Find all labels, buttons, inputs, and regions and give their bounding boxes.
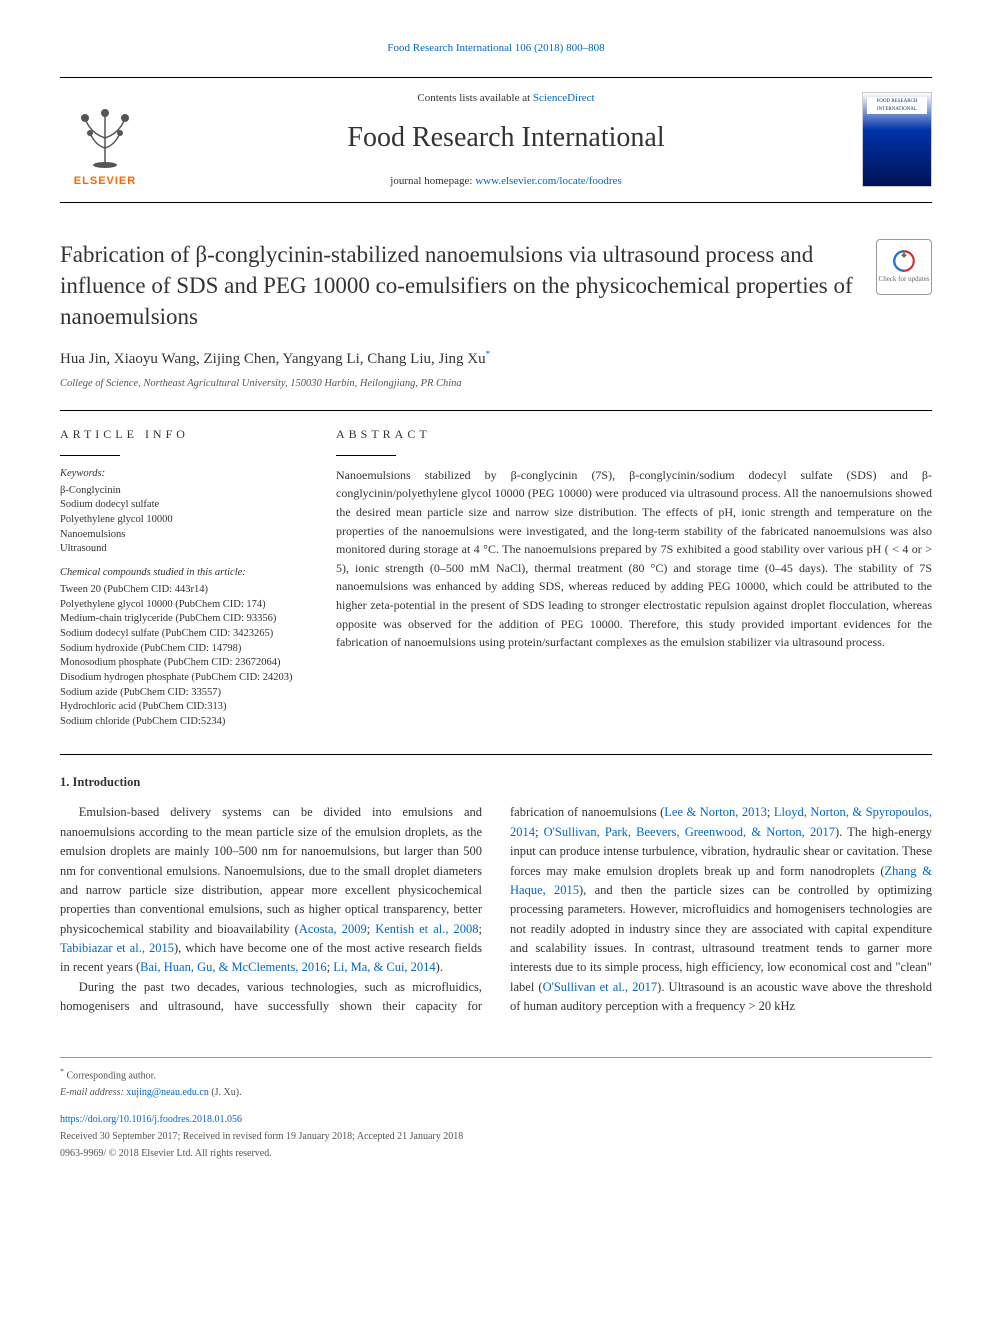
article-title: Fabrication of β-conglycinin-stabilized … [60, 239, 856, 332]
homepage-link[interactable]: www.elsevier.com/locate/foodres [475, 175, 622, 187]
doi-line: https://doi.org/10.1016/j.foodres.2018.0… [60, 1112, 932, 1127]
updates-icon [891, 248, 917, 274]
homepage-line: journal homepage: www.elsevier.com/locat… [170, 173, 842, 190]
corresp-star: * [60, 1067, 64, 1076]
email-link[interactable]: xujing@neau.edu.cn [126, 1087, 209, 1098]
updates-text: Check for updates [879, 274, 930, 285]
affiliation: College of Science, Northeast Agricultur… [60, 376, 932, 392]
divider [60, 410, 932, 411]
compound-item: Sodium chloride (PubChem CID:5234) [60, 715, 300, 730]
compound-item: Monosodium phosphate (PubChem CID: 23672… [60, 656, 300, 671]
page-header-citation: Food Research International 106 (2018) 8… [60, 40, 932, 57]
info-rule [60, 455, 120, 456]
cover-label: FOOD RESEARCH INTERNATIONAL [867, 97, 927, 114]
intro-heading: 1. Introduction [60, 773, 932, 792]
citation-link[interactable]: Li, Ma, & Cui, 2014 [333, 960, 435, 974]
citation-link[interactable]: Bai, Huan, Gu, & McClements, 2016 [140, 960, 326, 974]
footer: * Corresponding author. E-mail address: … [60, 1057, 932, 1161]
info-abstract-row: ARTICLE INFO Keywords: β-ConglycininSodi… [60, 425, 932, 730]
compound-item: Tween 20 (PubChem CID: 443r14) [60, 583, 300, 598]
keyword-item: Ultrasound [60, 542, 300, 557]
keywords-label: Keywords: [60, 466, 300, 482]
elsevier-logo: ELSEVIER [60, 90, 150, 190]
compounds-list: Tween 20 (PubChem CID: 443r14)Polyethyle… [60, 583, 300, 730]
authors: Hua Jin, Xiaoyu Wang, Zijing Chen, Yangy… [60, 348, 932, 371]
chemical-compounds-label: Chemical compounds studied in this artic… [60, 565, 300, 581]
masthead-center: Contents lists available at ScienceDirec… [170, 90, 842, 189]
abstract-heading: ABSTRACT [336, 425, 932, 443]
contents-prefix: Contents lists available at [417, 92, 532, 104]
abstract-text: Nanoemulsions stabilized by β-conglycini… [336, 466, 932, 652]
sciencedirect-link[interactable]: ScienceDirect [533, 92, 595, 104]
citation-link[interactable]: Lee & Norton, 2013 [664, 805, 767, 819]
doi-link[interactable]: https://doi.org/10.1016/j.foodres.2018.0… [60, 1114, 242, 1125]
copyright-line: 0963-9969/ © 2018 Elsevier Ltd. All righ… [60, 1146, 932, 1161]
abstract-column: ABSTRACT Nanoemulsions stabilized by β-c… [336, 425, 932, 730]
compound-item: Sodium azide (PubChem CID: 33557) [60, 686, 300, 701]
citation-link[interactable]: O'Sullivan et al., 2017 [543, 980, 658, 994]
received-line: Received 30 September 2017; Received in … [60, 1129, 932, 1144]
author-list: Hua Jin, Xiaoyu Wang, Zijing Chen, Yangy… [60, 351, 486, 367]
citation-link[interactable]: O'Sullivan, Park, Beevers, Greenwood, & … [544, 825, 835, 839]
divider-2 [60, 754, 932, 755]
keyword-item: Sodium dodecyl sulfate [60, 498, 300, 513]
contents-line: Contents lists available at ScienceDirec… [170, 90, 842, 107]
compound-item: Polyethylene glycol 10000 (PubChem CID: … [60, 598, 300, 613]
compound-item: Disodium hydrogen phosphate (PubChem CID… [60, 671, 300, 686]
masthead: ELSEVIER Contents lists available at Sci… [60, 77, 932, 203]
email-label: E-mail address: [60, 1087, 126, 1098]
citation-link[interactable]: Kentish et al., 2008 [375, 922, 478, 936]
journal-cover-thumbnail: FOOD RESEARCH INTERNATIONAL [862, 92, 932, 187]
citation-link[interactable]: Tabibiazar et al., 2015 [60, 941, 174, 955]
citation-link[interactable]: Acosta, 2009 [299, 922, 367, 936]
journal-name: Food Research International [170, 117, 842, 159]
check-updates-badge[interactable]: Check for updates [876, 239, 932, 295]
title-row: Fabrication of β-conglycinin-stabilized … [60, 239, 932, 332]
compound-item: Sodium hydroxide (PubChem CID: 14798) [60, 642, 300, 657]
compound-item: Medium-chain triglyceride (PubChem CID: … [60, 612, 300, 627]
citation-link[interactable]: Food Research International 106 (2018) 8… [387, 42, 604, 54]
email-line: E-mail address: xujing@neau.edu.cn (J. X… [60, 1085, 932, 1100]
compound-item: Hydrochloric acid (PubChem CID:313) [60, 700, 300, 715]
elsevier-text: ELSEVIER [74, 173, 136, 190]
article-info-column: ARTICLE INFO Keywords: β-ConglycininSodi… [60, 425, 300, 730]
body-columns: Emulsion-based delivery systems can be d… [60, 803, 932, 1016]
keyword-item: Nanoemulsions [60, 528, 300, 543]
keyword-item: Polyethylene glycol 10000 [60, 513, 300, 528]
homepage-prefix: journal homepage: [390, 175, 475, 187]
corresponding-author: * Corresponding author. [60, 1066, 932, 1083]
abstract-rule [336, 455, 396, 456]
keywords-list: β-ConglycininSodium dodecyl sulfatePolye… [60, 484, 300, 557]
keyword-item: β-Conglycinin [60, 484, 300, 499]
article-info-heading: ARTICLE INFO [60, 425, 300, 443]
corresp-label: Corresponding author. [67, 1070, 156, 1081]
corresponding-mark[interactable]: * [486, 349, 491, 359]
email-suffix: (J. Xu). [209, 1087, 242, 1098]
body-paragraph-1: Emulsion-based delivery systems can be d… [60, 803, 482, 977]
compound-item: Sodium dodecyl sulfate (PubChem CID: 342… [60, 627, 300, 642]
elsevier-tree-icon [70, 103, 140, 173]
